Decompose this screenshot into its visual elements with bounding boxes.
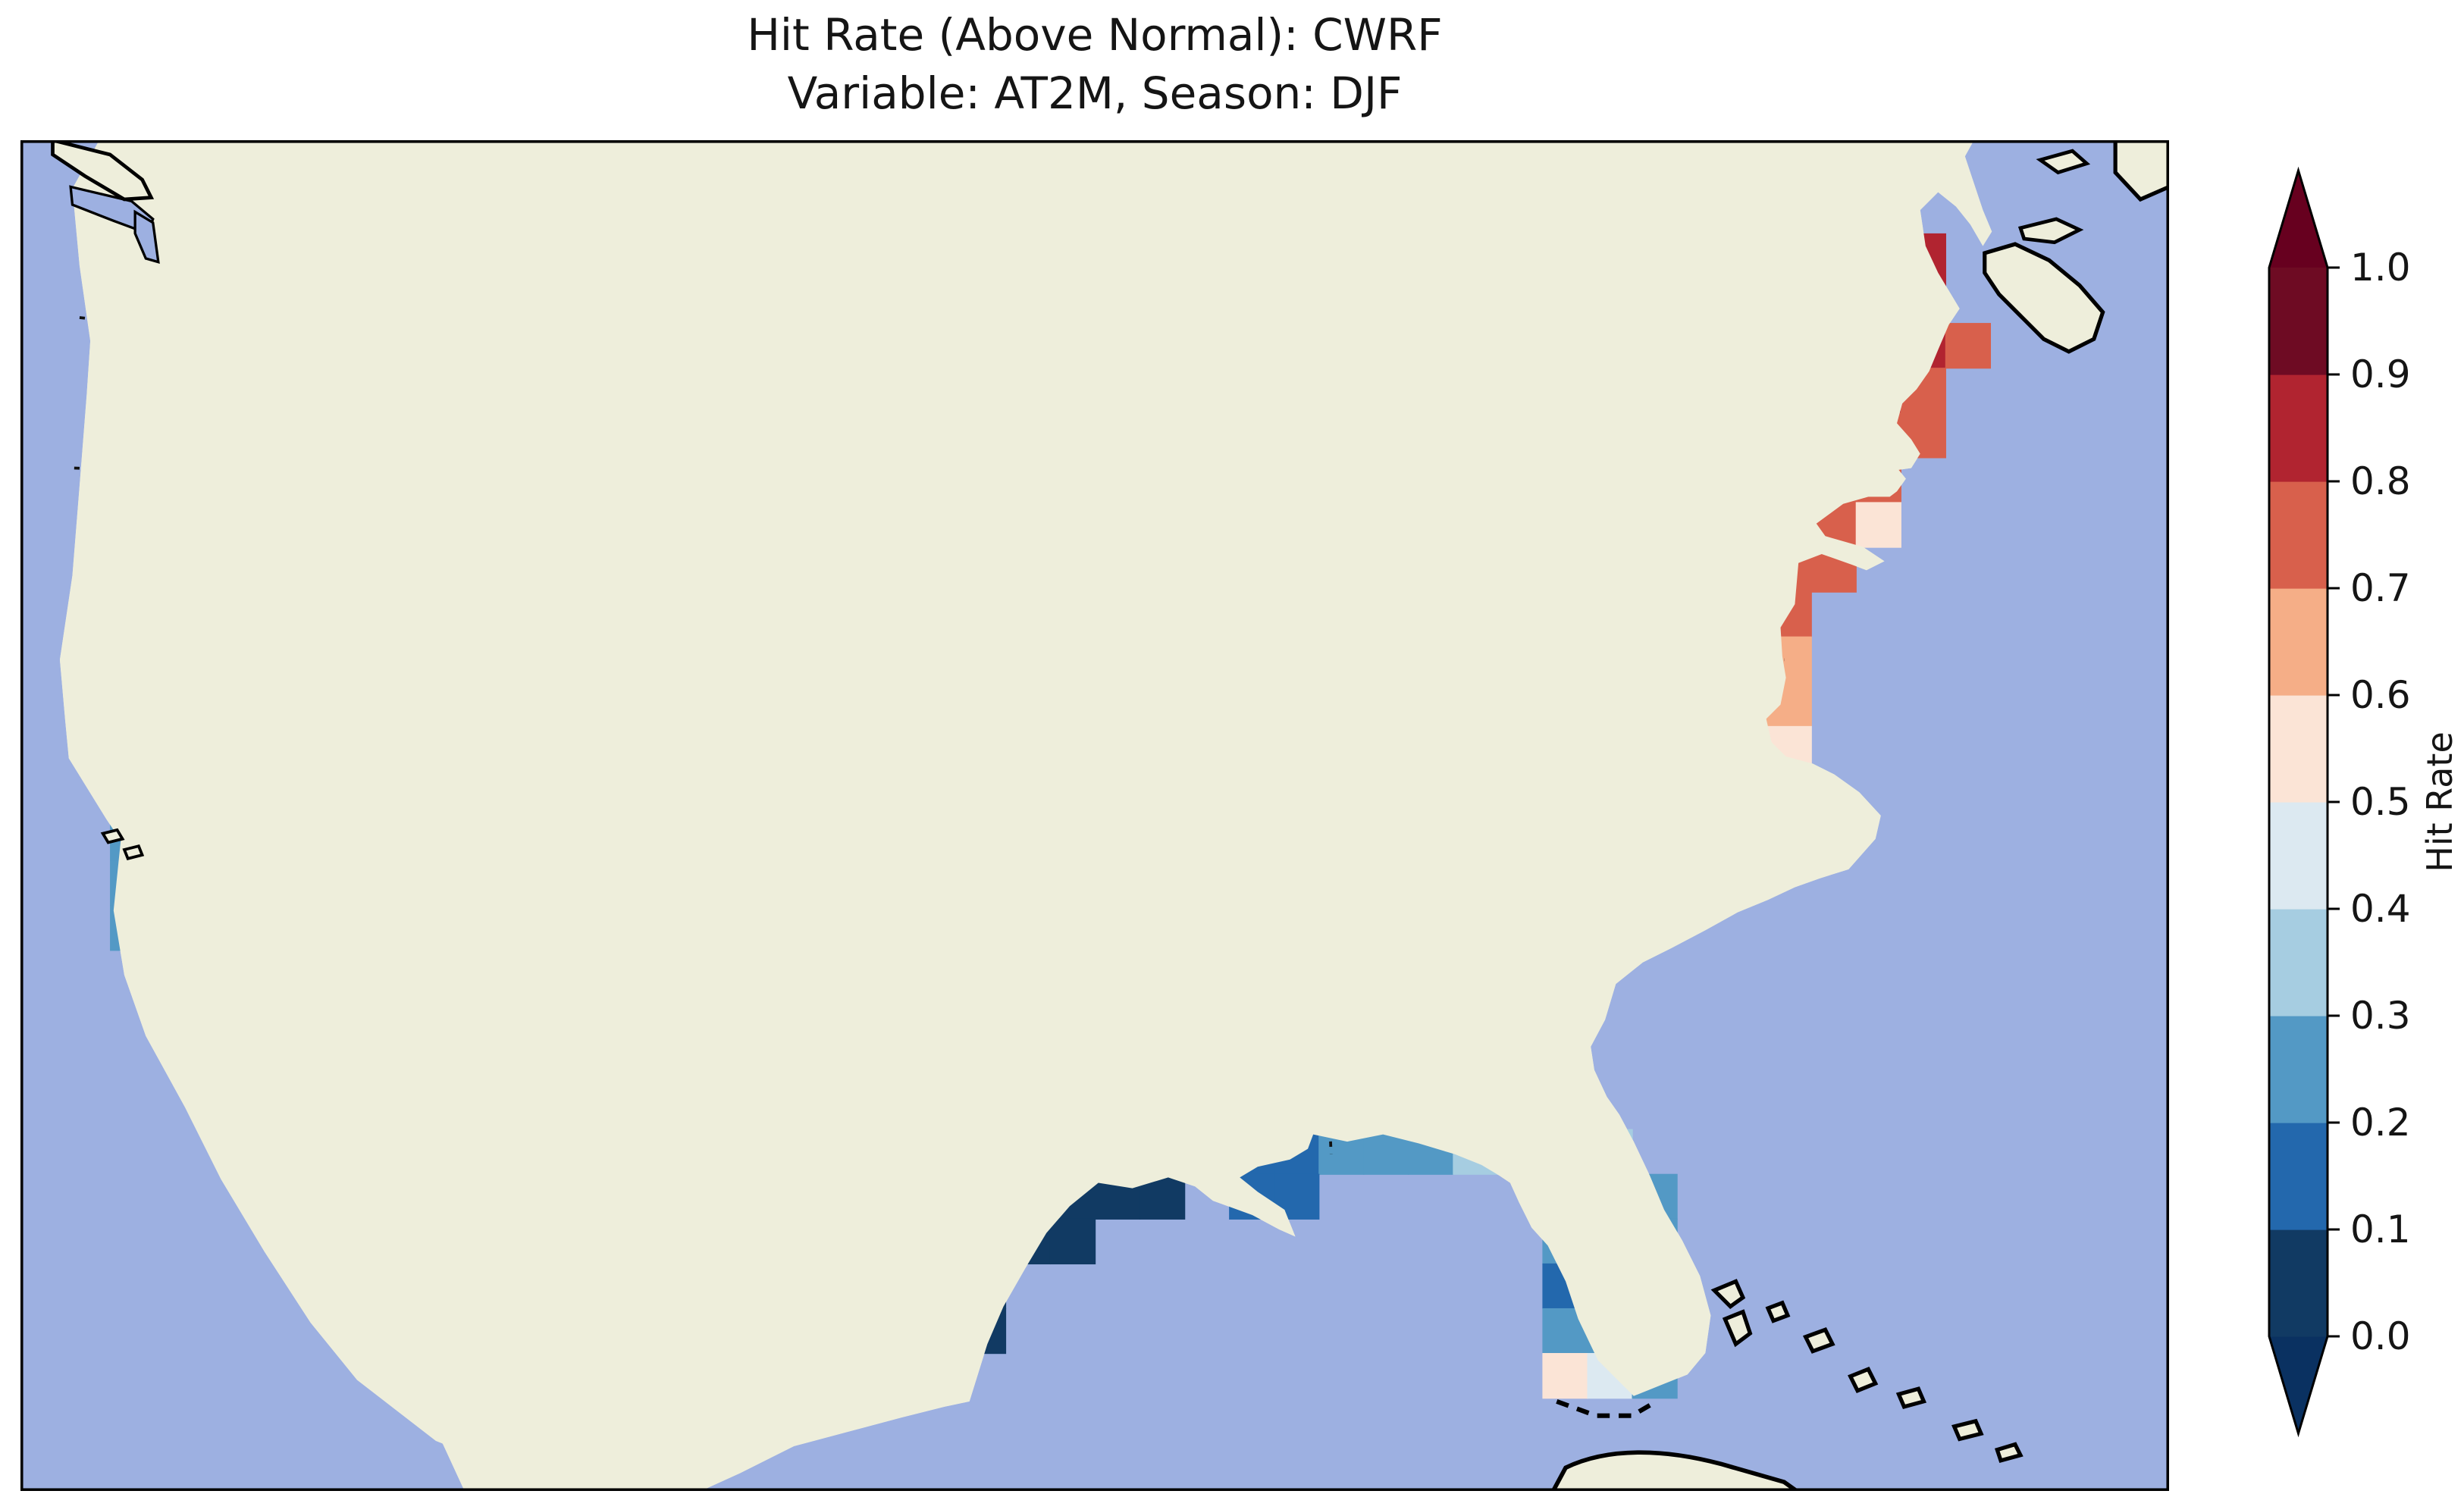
colorbar-tick-label: 0.4 [2350, 887, 2411, 931]
colorbar-canvas: 1.0 0.9 0.8 0.7 0.6 0.5 0.4 0.3 0.2 0.1 0.0 Hit Rat… [2268, 166, 2460, 1438]
grid-cell [1049, 1218, 1096, 1265]
colorbar-segment [2269, 909, 2328, 1016]
nova-scotia [1983, 242, 2105, 354]
colorbar: 1.0 0.9 0.8 0.7 0.6 0.5 0.4 0.3 0.2 0.1 0.0 Hit Rat… [2237, 144, 2464, 1463]
colorbar-tick-label: 0.1 [2350, 1207, 2411, 1251]
colorbar-segment [2269, 1123, 2328, 1230]
title-line-2: Variable: AT2M, Season: DJF [787, 67, 1403, 119]
florida-keys [1556, 1398, 1655, 1418]
colorbar-segment [2269, 1229, 2328, 1337]
title-line-1: Hit Rate (Above Normal): CWRF [747, 9, 1443, 61]
colorbar-tick-label: 0.8 [2350, 459, 2411, 503]
prince-edward-island [2017, 217, 2084, 245]
map-frame [20, 140, 2169, 1491]
colorbar-tick-label: 1.0 [2350, 246, 2411, 290]
colorbar-segment [2269, 1016, 2328, 1123]
map-canvas [20, 140, 2169, 1491]
colorbar-over-arrow [2269, 171, 2328, 268]
cuba [1550, 1450, 1801, 1491]
colorbar-tick-label: 0.2 [2350, 1101, 2411, 1145]
colorbar-tick-label: 0.3 [2350, 994, 2411, 1038]
colorbar-segment [2269, 588, 2328, 696]
colorbar-segment [2269, 695, 2328, 803]
newfoundland-corner [2113, 140, 2169, 202]
colorbar-tick-label: 0.5 [2350, 780, 2411, 824]
colorbar-axis-label: Hit Rate [2419, 731, 2460, 872]
colorbar-segment [2269, 802, 2328, 910]
channel-islands [100, 828, 145, 860]
colorbar-segment [2269, 268, 2328, 375]
colorbar-tick-label: 0.9 [2350, 352, 2411, 396]
grid-cell [1945, 323, 1992, 369]
map-area [20, 140, 2169, 1491]
vancouver-island [51, 140, 155, 202]
colorbar-tick-label: 0.6 [2350, 673, 2411, 717]
bahamas [1710, 1279, 2024, 1463]
grid-cell [1542, 1353, 1588, 1399]
colorbar-tick-label: 0.7 [2350, 566, 2411, 610]
colorbar-tick-label: 0.0 [2350, 1314, 2411, 1358]
colorbar-segment [2269, 481, 2328, 589]
colorbar-under-arrow [2269, 1336, 2328, 1433]
anticosti-island [2036, 149, 2091, 175]
colorbar-segment [2269, 374, 2328, 482]
puget-sound [133, 209, 160, 264]
grid-cell [1855, 502, 1901, 548]
figure-title: Hit Rate (Above Normal): CWRF Variable: … [20, 6, 2169, 122]
